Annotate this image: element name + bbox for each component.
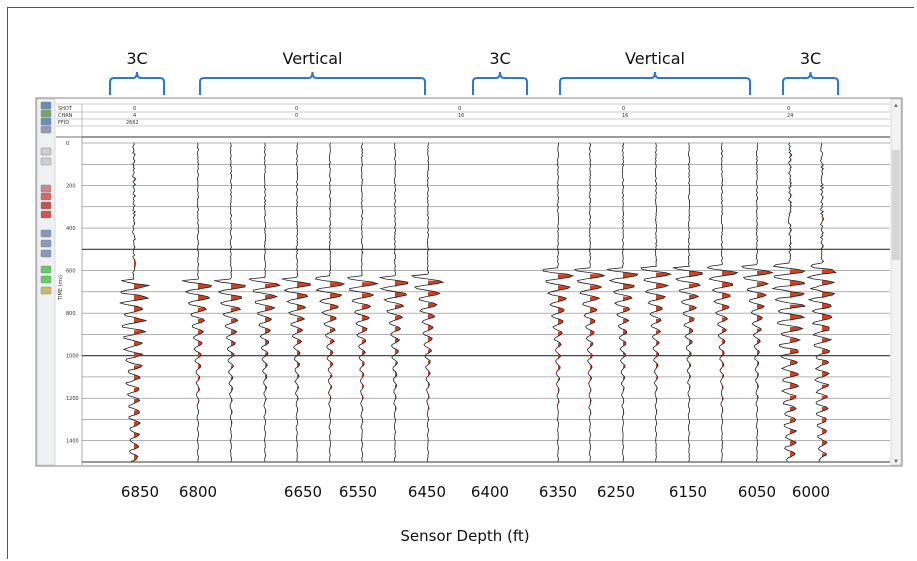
toolbar-tool-icon[interactable]: [41, 126, 51, 133]
shot-value: 0: [787, 106, 790, 112]
toolbar-tool-icon[interactable]: [41, 110, 51, 117]
chan-value: 4: [133, 113, 136, 119]
header-row-shot: SHOT: [58, 106, 73, 112]
depth-label: 6000: [792, 483, 830, 501]
scrollbar-thumb[interactable]: [892, 150, 900, 260]
group-label: Vertical: [625, 49, 685, 68]
depth-label: 6350: [539, 483, 577, 501]
toolbar-tool-icon[interactable]: [41, 211, 51, 218]
y-tick-label: 1000: [66, 354, 79, 360]
y-tick-label: 400: [66, 226, 76, 232]
toolbar-tool-icon[interactable]: [41, 266, 51, 273]
group-bracket: [473, 72, 527, 95]
toolbar-tool-icon[interactable]: [41, 118, 51, 125]
toolbar-tool-icon[interactable]: [41, 250, 51, 257]
group-label: 3C: [800, 49, 821, 68]
y-tick-label: 0: [66, 141, 69, 147]
shot-value: 0: [295, 106, 298, 112]
shot-value: 0: [458, 106, 461, 112]
plot-border: [36, 98, 902, 466]
toolbar-tool-icon[interactable]: [41, 148, 51, 155]
depth-label: 6850: [121, 483, 159, 501]
y-tick-label: 600: [66, 269, 76, 275]
depth-label: 6150: [669, 483, 707, 501]
toolbar-tool-icon[interactable]: [41, 158, 51, 165]
y-tick-label: 200: [66, 184, 76, 190]
depth-labels: 6850 6800 6650 6550 6450 6400 6350 6250 6150 6050…: [121, 483, 830, 501]
depth-label: 6250: [597, 483, 635, 501]
toolbar-tool-icon[interactable]: [41, 202, 51, 209]
chan-value: 0: [295, 113, 298, 119]
shot-value: 0: [133, 106, 136, 112]
chan-value: 16: [458, 113, 464, 119]
y-tick-label: 1400: [66, 439, 79, 445]
toolbar-tool-icon[interactable]: [41, 185, 51, 192]
y-tick-label: 1200: [66, 396, 79, 402]
toolbar-tool-icon[interactable]: [41, 287, 51, 294]
group-bracket: [560, 72, 750, 95]
scroll-down-arrow-icon[interactable]: ▼: [893, 459, 899, 465]
toolbar-tool-icon[interactable]: [41, 276, 51, 283]
ffid-value: 2662: [126, 120, 139, 126]
group-bracket: [200, 72, 425, 95]
depth-label: 6550: [339, 483, 377, 501]
toolbar-tool-icon[interactable]: [41, 193, 51, 200]
group-label: 3C: [126, 49, 147, 68]
y-tick-label: 800: [66, 311, 76, 317]
group-label: 3C: [489, 49, 510, 68]
toolbar-tool-icon[interactable]: [41, 102, 51, 109]
y-axis-title: TIME (ms): [58, 275, 64, 301]
toolbar-tool-icon[interactable]: [41, 240, 51, 247]
header-row-chan: CHAN: [58, 113, 73, 119]
plot-window: ▲ ▼ SHOT CHAN FFID 0 0 0 0 0 4 0 16 16 2…: [36, 98, 902, 466]
shot-value: 0: [622, 106, 625, 112]
scroll-up-arrow-icon[interactable]: ▲: [893, 103, 899, 109]
depth-label: 6450: [408, 483, 446, 501]
group-bracket: [110, 72, 164, 95]
depth-label: 6400: [471, 483, 509, 501]
x-axis-title: Sensor Depth (ft): [400, 527, 529, 545]
depth-label: 6650: [284, 483, 322, 501]
chan-value: 24: [787, 113, 793, 119]
group-brackets: 3C Vertical 3C Vertical 3C: [110, 49, 838, 95]
depth-label: 6800: [179, 483, 217, 501]
group-bracket: [783, 72, 838, 95]
header-row-ffid: FFID: [58, 120, 69, 126]
group-label: Vertical: [283, 49, 343, 68]
depth-label: 6050: [738, 483, 776, 501]
toolbar-tool-icon[interactable]: [41, 230, 51, 237]
chan-value: 16: [622, 113, 628, 119]
